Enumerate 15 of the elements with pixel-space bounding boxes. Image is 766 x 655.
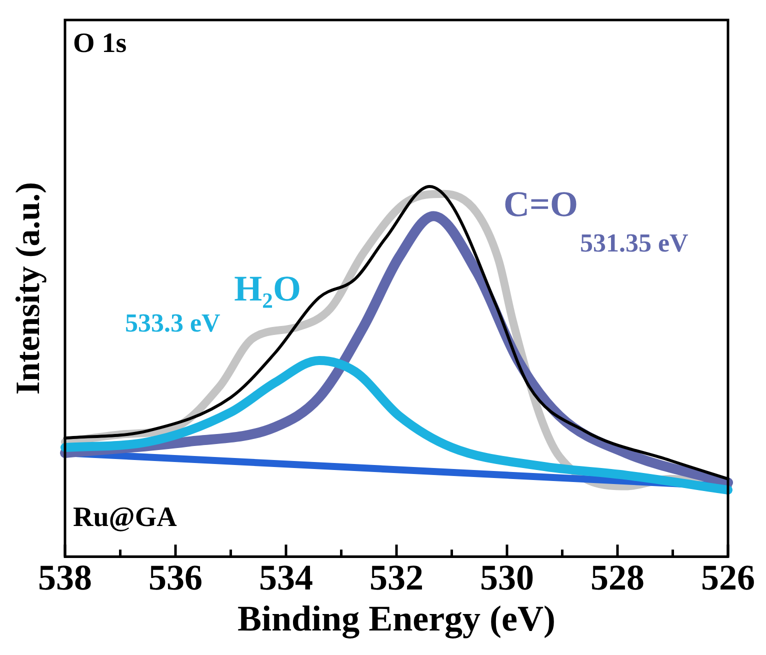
x-tick-label: 536: [148, 557, 202, 598]
annotation: 531.35 eV: [580, 228, 689, 258]
x-tick-label: 538: [38, 557, 92, 598]
annotation: 533.3 eV: [125, 308, 221, 338]
annotation: Ru@GA: [73, 502, 178, 533]
x-tick-label: 528: [590, 557, 644, 598]
x-tick-label: 526: [701, 557, 755, 598]
x-tick-label: 534: [259, 557, 313, 598]
x-axis-title: Binding Energy (eV): [237, 598, 556, 639]
x-tick-label: 532: [370, 557, 424, 598]
x-tick-label: 530: [480, 557, 534, 598]
series-label: C=O: [504, 184, 578, 224]
y-axis-title: Intensity (a.u.): [10, 182, 47, 395]
series-label: H₂O: [234, 268, 301, 308]
text: O 1s: [73, 28, 127, 60]
